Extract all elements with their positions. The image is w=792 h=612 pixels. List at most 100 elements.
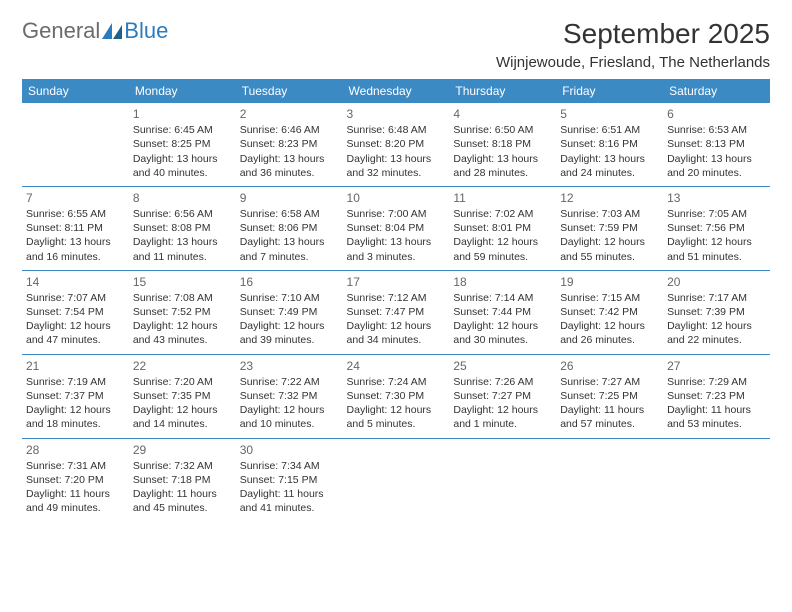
daylight-text: Daylight: 12 hours (453, 235, 552, 249)
daylight-text: and 24 minutes. (560, 166, 659, 180)
sunrise-text: Sunrise: 7:34 AM (240, 459, 339, 473)
day-number: 29 (133, 442, 232, 458)
sunset-text: Sunset: 8:23 PM (240, 137, 339, 151)
logo: General Blue (22, 18, 168, 44)
sunrise-text: Sunrise: 7:20 AM (133, 375, 232, 389)
header: General Blue September 2025 Wijnjewoude,… (22, 18, 770, 71)
daylight-text: Daylight: 12 hours (667, 319, 766, 333)
calendar-cell (449, 438, 556, 521)
sunset-text: Sunset: 7:52 PM (133, 305, 232, 319)
sunset-text: Sunset: 7:47 PM (347, 305, 446, 319)
calendar-cell: 26Sunrise: 7:27 AMSunset: 7:25 PMDayligh… (556, 354, 663, 438)
sunset-text: Sunset: 7:20 PM (26, 473, 125, 487)
calendar-cell: 17Sunrise: 7:12 AMSunset: 7:47 PMDayligh… (343, 270, 450, 354)
daylight-text: and 26 minutes. (560, 333, 659, 347)
day-number: 4 (453, 106, 552, 122)
sunrise-text: Sunrise: 7:19 AM (26, 375, 125, 389)
daylight-text: and 49 minutes. (26, 501, 125, 515)
daylight-text: Daylight: 12 hours (133, 319, 232, 333)
sunset-text: Sunset: 7:39 PM (667, 305, 766, 319)
calendar-cell: 28Sunrise: 7:31 AMSunset: 7:20 PMDayligh… (22, 438, 129, 521)
calendar-cell: 14Sunrise: 7:07 AMSunset: 7:54 PMDayligh… (22, 270, 129, 354)
calendar-row: 28Sunrise: 7:31 AMSunset: 7:20 PMDayligh… (22, 438, 770, 521)
daylight-text: Daylight: 11 hours (26, 487, 125, 501)
daylight-text: Daylight: 13 hours (240, 152, 339, 166)
weekday-header: Saturday (663, 79, 770, 103)
sunset-text: Sunset: 8:16 PM (560, 137, 659, 151)
sunset-text: Sunset: 7:37 PM (26, 389, 125, 403)
calendar-cell: 22Sunrise: 7:20 AMSunset: 7:35 PMDayligh… (129, 354, 236, 438)
calendar-cell: 23Sunrise: 7:22 AMSunset: 7:32 PMDayligh… (236, 354, 343, 438)
calendar-table: Sunday Monday Tuesday Wednesday Thursday… (22, 79, 770, 521)
calendar-cell: 19Sunrise: 7:15 AMSunset: 7:42 PMDayligh… (556, 270, 663, 354)
sunrise-text: Sunrise: 7:02 AM (453, 207, 552, 221)
calendar-cell: 15Sunrise: 7:08 AMSunset: 7:52 PMDayligh… (129, 270, 236, 354)
daylight-text: and 43 minutes. (133, 333, 232, 347)
calendar-cell: 4Sunrise: 6:50 AMSunset: 8:18 PMDaylight… (449, 103, 556, 186)
sunrise-text: Sunrise: 7:22 AM (240, 375, 339, 389)
day-number: 11 (453, 190, 552, 206)
daylight-text: Daylight: 12 hours (347, 403, 446, 417)
daylight-text: Daylight: 13 hours (240, 235, 339, 249)
sunset-text: Sunset: 8:13 PM (667, 137, 766, 151)
sunset-text: Sunset: 7:44 PM (453, 305, 552, 319)
calendar-cell: 29Sunrise: 7:32 AMSunset: 7:18 PMDayligh… (129, 438, 236, 521)
sunset-text: Sunset: 8:04 PM (347, 221, 446, 235)
weekday-header: Sunday (22, 79, 129, 103)
daylight-text: and 28 minutes. (453, 166, 552, 180)
day-number: 27 (667, 358, 766, 374)
daylight-text: and 59 minutes. (453, 250, 552, 264)
sunrise-text: Sunrise: 6:58 AM (240, 207, 339, 221)
sunrise-text: Sunrise: 7:10 AM (240, 291, 339, 305)
calendar-cell (22, 103, 129, 186)
day-number: 6 (667, 106, 766, 122)
daylight-text: and 14 minutes. (133, 417, 232, 431)
sunset-text: Sunset: 8:06 PM (240, 221, 339, 235)
daylight-text: Daylight: 12 hours (560, 319, 659, 333)
day-number: 10 (347, 190, 446, 206)
daylight-text: Daylight: 12 hours (667, 235, 766, 249)
sunrise-text: Sunrise: 6:46 AM (240, 123, 339, 137)
day-number: 21 (26, 358, 125, 374)
daylight-text: and 32 minutes. (347, 166, 446, 180)
calendar-cell (343, 438, 450, 521)
daylight-text: Daylight: 12 hours (453, 319, 552, 333)
calendar-cell: 25Sunrise: 7:26 AMSunset: 7:27 PMDayligh… (449, 354, 556, 438)
calendar-cell: 6Sunrise: 6:53 AMSunset: 8:13 PMDaylight… (663, 103, 770, 186)
daylight-text: Daylight: 13 hours (560, 152, 659, 166)
daylight-text: and 3 minutes. (347, 250, 446, 264)
sunrise-text: Sunrise: 6:51 AM (560, 123, 659, 137)
day-number: 14 (26, 274, 125, 290)
sunrise-text: Sunrise: 6:48 AM (347, 123, 446, 137)
calendar-cell: 18Sunrise: 7:14 AMSunset: 7:44 PMDayligh… (449, 270, 556, 354)
sunrise-text: Sunrise: 7:14 AM (453, 291, 552, 305)
daylight-text: and 55 minutes. (560, 250, 659, 264)
day-number: 20 (667, 274, 766, 290)
daylight-text: Daylight: 11 hours (133, 487, 232, 501)
daylight-text: and 45 minutes. (133, 501, 232, 515)
daylight-text: and 51 minutes. (667, 250, 766, 264)
weekday-header-row: Sunday Monday Tuesday Wednesday Thursday… (22, 79, 770, 103)
day-number: 15 (133, 274, 232, 290)
daylight-text: and 18 minutes. (26, 417, 125, 431)
sunrise-text: Sunrise: 7:00 AM (347, 207, 446, 221)
sunset-text: Sunset: 7:32 PM (240, 389, 339, 403)
calendar-cell: 13Sunrise: 7:05 AMSunset: 7:56 PMDayligh… (663, 186, 770, 270)
day-number: 16 (240, 274, 339, 290)
day-number: 19 (560, 274, 659, 290)
sunset-text: Sunset: 8:11 PM (26, 221, 125, 235)
sunset-text: Sunset: 7:18 PM (133, 473, 232, 487)
calendar-cell (556, 438, 663, 521)
sunrise-text: Sunrise: 6:53 AM (667, 123, 766, 137)
sunrise-text: Sunrise: 7:08 AM (133, 291, 232, 305)
calendar-page: General Blue September 2025 Wijnjewoude,… (0, 0, 792, 539)
daylight-text: Daylight: 13 hours (667, 152, 766, 166)
calendar-cell: 7Sunrise: 6:55 AMSunset: 8:11 PMDaylight… (22, 186, 129, 270)
calendar-cell: 11Sunrise: 7:02 AMSunset: 8:01 PMDayligh… (449, 186, 556, 270)
day-number: 22 (133, 358, 232, 374)
sunset-text: Sunset: 7:59 PM (560, 221, 659, 235)
calendar-row: 21Sunrise: 7:19 AMSunset: 7:37 PM Dayligh… (22, 354, 770, 438)
sunrise-text: Sunrise: 7:32 AM (133, 459, 232, 473)
day-number: 24 (347, 358, 446, 374)
daylight-text: Daylight: 11 hours (240, 487, 339, 501)
